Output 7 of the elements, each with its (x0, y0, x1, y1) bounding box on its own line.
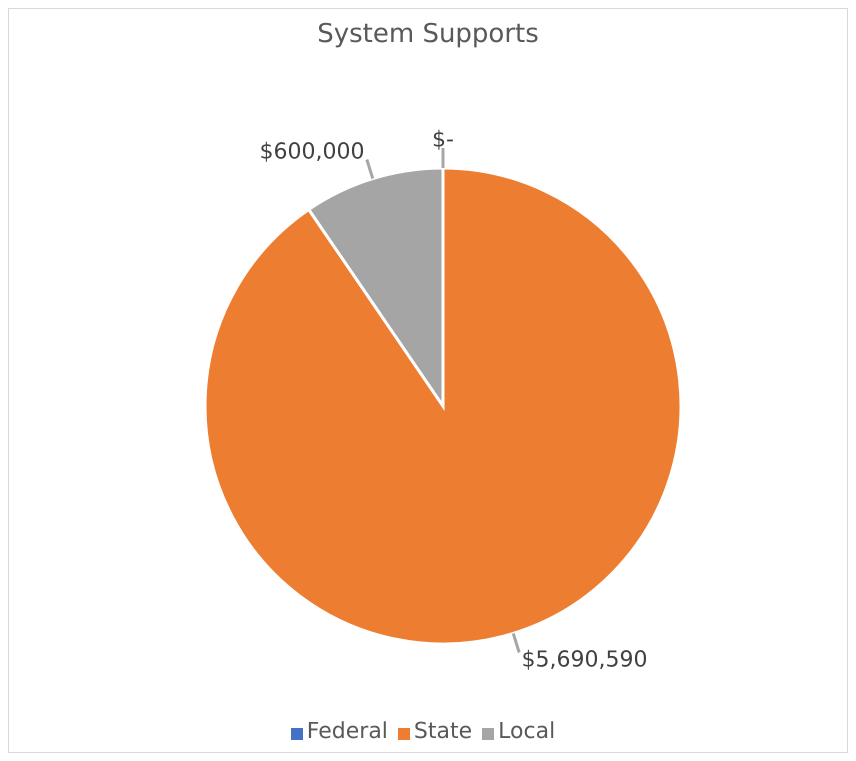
legend-label: Local (498, 719, 556, 744)
legend-label: Federal (306, 719, 388, 744)
legend-label: State (414, 719, 472, 744)
data-label: $5,690,590 (522, 648, 648, 673)
text: $- (432, 128, 454, 152)
data-label: $600,000 (259, 139, 364, 164)
chart-title: System Supports (316, 18, 540, 51)
